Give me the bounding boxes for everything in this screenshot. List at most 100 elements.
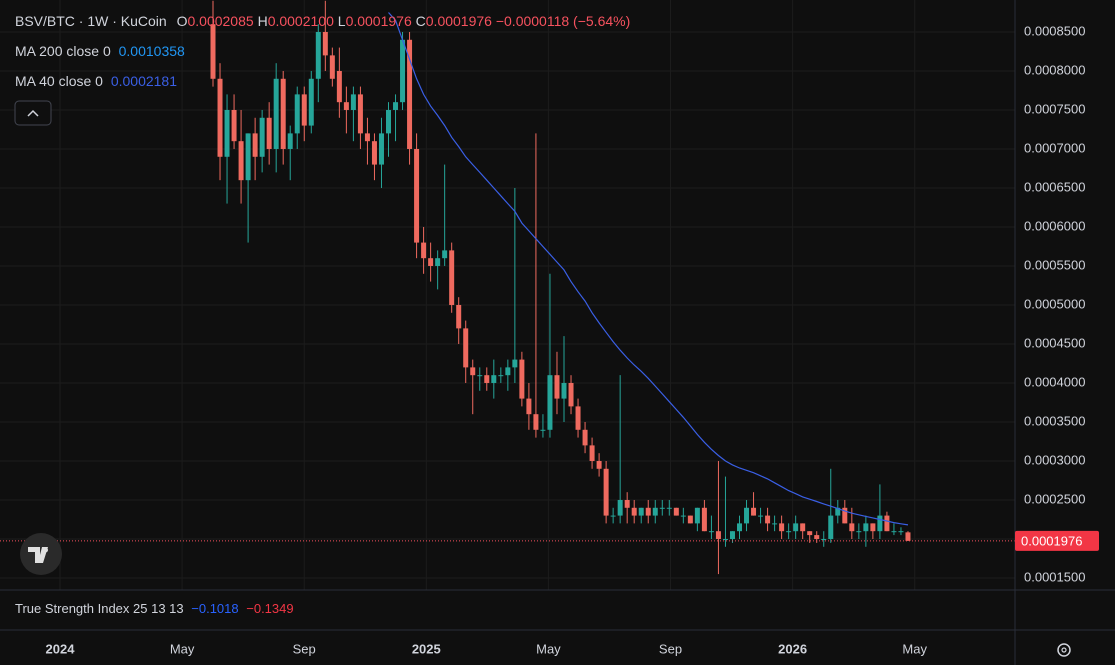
y-tick-label: 0.0003500 <box>1024 413 1085 428</box>
candle-body <box>273 78 279 149</box>
candle-body <box>694 507 700 524</box>
x-tick-label: May <box>170 641 195 656</box>
candle-body <box>357 94 363 134</box>
logo-dot <box>43 547 48 553</box>
candle-body <box>512 359 518 368</box>
candle-body <box>842 507 848 524</box>
ohlc-value: 0.0001976 <box>426 13 492 29</box>
candle-body <box>793 523 799 532</box>
ma200-value: 0.0010358 <box>119 43 185 59</box>
candle-body <box>814 535 820 539</box>
tv-logo[interactable] <box>20 533 62 575</box>
candle-body <box>259 117 265 157</box>
candle-body <box>315 31 321 79</box>
candle-body <box>442 250 448 259</box>
y-tick-label: 0.0005500 <box>1024 257 1085 272</box>
ohlc-value: 0.0002100 <box>268 13 334 29</box>
candle-body <box>456 304 462 329</box>
y-tick-label: 0.0004500 <box>1024 335 1085 350</box>
candle-body <box>652 507 658 516</box>
candle-body <box>800 523 806 532</box>
candle-body <box>540 429 546 431</box>
last-price-box <box>1015 530 1099 551</box>
candle-body <box>884 515 890 532</box>
ohlc-label: C <box>416 13 426 29</box>
candle-body <box>673 507 679 516</box>
legend-header: BSV/BTC · 1W · KuCoin O0.0002085 H0.0002… <box>15 13 630 29</box>
ma200-name: MA 200 close 0 <box>15 43 111 59</box>
candle-body <box>484 375 490 383</box>
ma-line <box>388 12 909 526</box>
candle-body <box>849 523 855 532</box>
candle-body <box>680 515 686 517</box>
ma200-legend[interactable]: MA 200 close 0 0.0010358 <box>15 43 185 59</box>
candle-body <box>708 531 714 533</box>
candle-body <box>386 109 391 134</box>
candle-body <box>729 531 735 539</box>
candle-body <box>252 133 258 157</box>
collapse-button[interactable] <box>14 100 52 126</box>
candle-body <box>898 531 904 533</box>
candle-body <box>779 523 785 532</box>
candle-body <box>526 398 532 415</box>
candle-body <box>638 507 644 516</box>
candle-body <box>722 538 728 540</box>
y-tick-label: 0.0007500 <box>1024 101 1085 116</box>
indicator-legend[interactable]: True Strength Index 25 13 13 −0.1018 −0.… <box>15 601 294 616</box>
candle-body <box>870 523 876 532</box>
candle-body <box>533 414 539 430</box>
indicator-name: True Strength Index 25 13 13 <box>15 601 184 616</box>
ma40-legend[interactable]: MA 40 close 0 0.0002181 <box>15 73 177 89</box>
candle-body <box>659 507 665 509</box>
candle-body <box>231 109 237 142</box>
candle-body <box>343 102 349 110</box>
candle-body <box>371 141 377 165</box>
candle-body <box>786 531 792 533</box>
candle-body <box>491 375 497 383</box>
indicator-value: −0.1018 <box>191 601 238 616</box>
y-tick-label: 0.0001500 <box>1024 569 1085 584</box>
candle-body <box>617 499 623 516</box>
candle-body <box>631 507 637 516</box>
candle-body <box>407 39 413 149</box>
y-tick-label: 0.0005000 <box>1024 296 1085 311</box>
y-tick-label: 0.0006000 <box>1024 218 1085 233</box>
candle-body <box>336 70 342 103</box>
candle-body <box>364 133 370 142</box>
x-tick-label: Sep <box>293 641 316 656</box>
candle-body <box>498 375 504 377</box>
candle-body <box>322 31 328 56</box>
candle-body <box>828 515 834 539</box>
y-tick-label: 0.0006500 <box>1024 179 1085 194</box>
plot <box>0 0 1015 575</box>
candle-body <box>596 460 602 469</box>
x-tick-label: 2026 <box>778 641 807 656</box>
candle-body <box>463 328 469 368</box>
candle-body <box>547 375 553 430</box>
candle-body <box>687 515 693 524</box>
x-tick-label: May <box>536 641 561 656</box>
candle-body <box>575 406 581 430</box>
gear-core <box>1061 647 1067 653</box>
y-tick-label: 0.0007000 <box>1024 140 1085 155</box>
candle-body <box>807 531 813 536</box>
settings-button[interactable] <box>1057 643 1071 657</box>
last-price-label: 0.0001976 <box>1021 533 1082 548</box>
candle-body <box>210 24 216 79</box>
candle-body <box>421 242 427 259</box>
gear-icon <box>1057 643 1071 657</box>
candle-body <box>863 523 869 532</box>
candle-body <box>449 250 455 305</box>
candle-body <box>378 133 384 165</box>
y-tick-label: 0.0003000 <box>1024 452 1085 467</box>
candle-body <box>821 538 827 540</box>
logo-glyph <box>28 547 48 563</box>
candle-body <box>217 78 223 157</box>
candle-body <box>701 507 707 532</box>
candle-body <box>624 499 630 508</box>
change: −0.0000118 (−5.64%) <box>496 13 630 29</box>
candle-body <box>428 258 434 266</box>
candle-body <box>765 515 771 524</box>
